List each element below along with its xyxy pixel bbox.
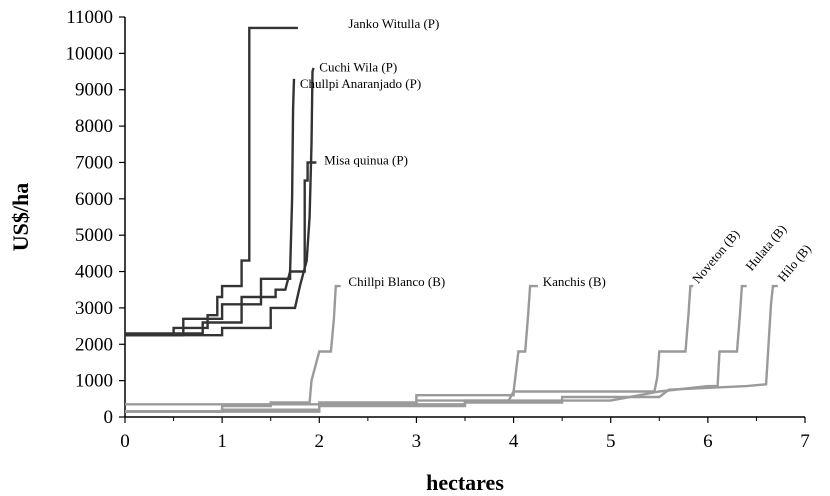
y-tick-label: 10000 (66, 43, 114, 64)
y-tick-label: 4000 (75, 262, 113, 283)
series-group (125, 26, 778, 413)
series-label: Hilo (B) (774, 241, 814, 284)
series-label: Kanchis (B) (543, 274, 606, 289)
x-tick-label: 7 (800, 431, 810, 452)
series-label: Chullpi Anaranjado (P) (300, 76, 421, 91)
x-tick-label: 6 (703, 431, 713, 452)
series-line-kanchis-b (125, 284, 538, 413)
x-tick-label: 1 (217, 431, 227, 452)
series-line-hilo-b (125, 284, 778, 413)
y-axis-title: US$/ha (8, 183, 33, 251)
series-label: Cuchi Wila (P) (319, 60, 397, 75)
y-tick-label: 11000 (66, 7, 113, 28)
y-tick-label: 1000 (75, 371, 113, 392)
y-tick-label: 5000 (75, 225, 113, 246)
series-label: Misa quinua (P) (324, 152, 408, 167)
y-tick-label: 8000 (75, 116, 113, 137)
y-ticks: 0 1000 2000 3000 4000 5000 6000 7000 8000 9000 100… (66, 7, 125, 428)
series-label: Janko Witulla (P) (348, 16, 439, 31)
series-line-cuchi-wila-p (125, 67, 315, 337)
series-line-misa-quinua-p (125, 161, 317, 337)
series-line-chillpi-blanco-b (125, 284, 341, 413)
series-labels: Janko Witulla (P) Cuchi Wila (P)Chullpi A… (300, 16, 814, 289)
y-tick-label: 7000 (75, 152, 113, 173)
x-tick-label: 0 (120, 431, 130, 452)
x-tick-label: 2 (315, 431, 325, 452)
x-tick-label: 5 (606, 431, 616, 452)
series-label: Chillpi Blanco (B) (348, 274, 445, 289)
x-axis-title: hectares (426, 470, 504, 495)
x-tick-label: 3 (412, 431, 422, 452)
x-tick-label: 4 (509, 431, 519, 452)
series-line-chullpi-anaranjado-p (125, 78, 296, 335)
series-label: Noveton (B) (689, 226, 743, 286)
y-tick-label: 2000 (75, 334, 113, 355)
series-line-janko-witulla-p (125, 26, 298, 337)
axes: 0 1 2 3 4 5 6 7 0 1000 2000 3000 4000 5000 6000 7000 80… (66, 7, 810, 452)
series-line-noveton-b (125, 284, 694, 406)
y-tick-label: 3000 (75, 298, 113, 319)
x-ticks: 0 1 2 3 4 5 6 7 (120, 417, 810, 452)
y-tick-label: 9000 (75, 80, 113, 101)
y-tick-label: 6000 (75, 189, 113, 210)
y-tick-label: 0 (104, 407, 114, 428)
